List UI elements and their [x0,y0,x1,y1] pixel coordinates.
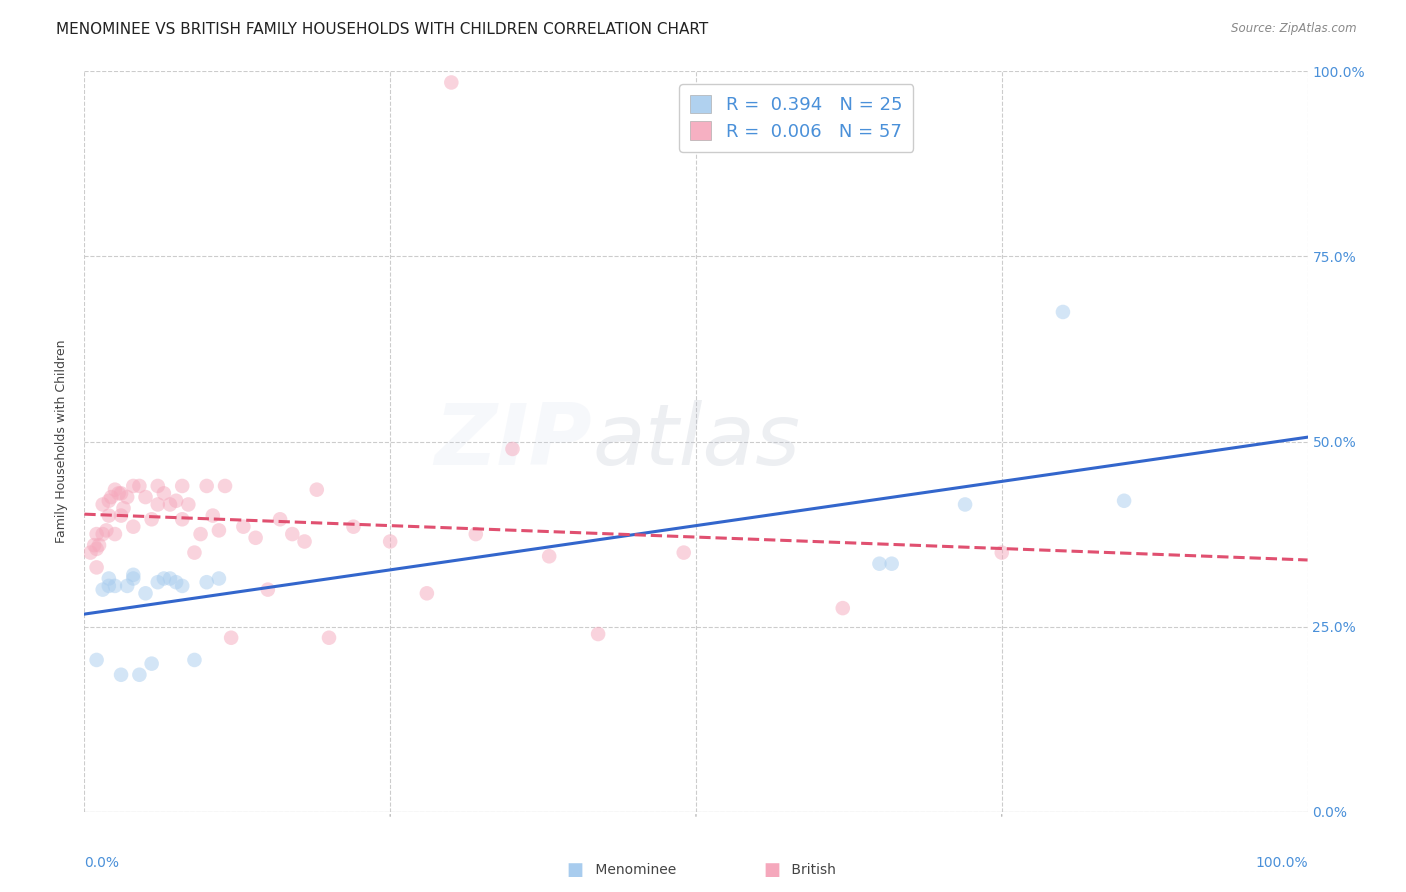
Point [153,486,176,500]
Point [586,627,609,641]
Point [342,519,364,533]
Point [100,490,122,504]
Point [172,479,194,493]
Point [165,575,187,590]
Point [159,498,181,512]
Point [104,579,127,593]
Point [195,575,218,590]
Text: ZIP: ZIP [434,400,592,483]
Text: Menominee: Menominee [591,863,676,877]
Point [104,483,127,497]
Point [96,524,118,538]
Point [440,75,463,89]
Y-axis label: Family Households with Children: Family Households with Children [55,340,69,543]
Text: ■: ■ [763,861,780,879]
Point [172,579,194,593]
Text: British: British [787,863,837,877]
Point [128,667,150,681]
Point [172,512,194,526]
Point [91,527,114,541]
Point [83,538,105,552]
Point [281,527,304,541]
Point [141,657,163,671]
Point [153,572,176,586]
Point [107,486,129,500]
Point [195,479,218,493]
Point [146,575,169,590]
Point [159,572,181,586]
Point [208,572,231,586]
Point [115,579,138,593]
Point [91,498,114,512]
Point [502,442,524,456]
Point [146,479,169,493]
Point [104,527,127,541]
Point [146,498,169,512]
Point [86,527,108,541]
Point [183,546,205,560]
Point [128,479,150,493]
Point [86,560,108,574]
Point [97,508,120,523]
Point [122,567,145,582]
Text: ■: ■ [567,861,583,879]
Point [318,631,340,645]
Point [991,546,1014,560]
Point [135,490,157,504]
Point [165,493,187,508]
Point [91,582,114,597]
Point [135,586,157,600]
Point [122,572,145,586]
Point [380,534,402,549]
Point [214,479,236,493]
Point [208,524,231,538]
Point [141,512,163,526]
Point [257,582,280,597]
Point [1114,493,1136,508]
Legend: R =  0.394   N = 25, R =  0.006   N = 57: R = 0.394 N = 25, R = 0.006 N = 57 [679,84,914,152]
Point [97,579,120,593]
Point [86,541,108,556]
Point [538,549,561,564]
Point [122,519,145,533]
Point [880,557,903,571]
Point [79,546,101,560]
Point [110,486,132,500]
Point [97,493,120,508]
Point [86,653,108,667]
Point [219,631,242,645]
Point [190,527,212,541]
Point [232,519,254,533]
Point [245,531,267,545]
Point [97,572,120,586]
Point [122,479,145,493]
Point [269,512,291,526]
Point [1052,305,1074,319]
Text: 100.0%: 100.0% [1256,856,1308,870]
Text: atlas: atlas [592,400,800,483]
Text: 0.0%: 0.0% [84,856,120,870]
Point [305,483,328,497]
Point [953,498,976,512]
Point [87,538,110,552]
Point [869,557,891,571]
Point [177,498,200,512]
Point [294,534,316,549]
Point [464,527,486,541]
Point [110,667,132,681]
Point [672,546,695,560]
Text: Source: ZipAtlas.com: Source: ZipAtlas.com [1232,22,1357,36]
Point [201,508,224,523]
Point [112,501,135,516]
Text: MENOMINEE VS BRITISH FAMILY HOUSEHOLDS WITH CHILDREN CORRELATION CHART: MENOMINEE VS BRITISH FAMILY HOUSEHOLDS W… [56,22,709,37]
Point [183,653,205,667]
Point [115,490,138,504]
Point [110,508,132,523]
Point [831,601,853,615]
Point [416,586,439,600]
